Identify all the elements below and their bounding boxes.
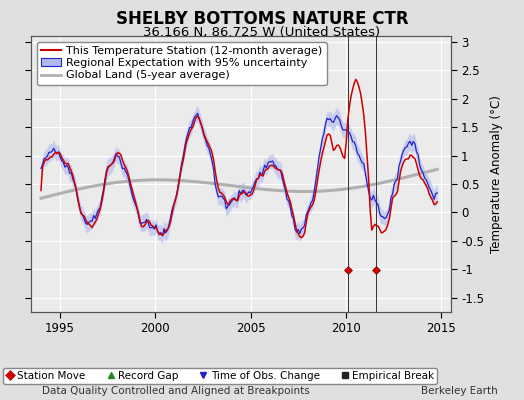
Text: 36.166 N, 86.725 W (United States): 36.166 N, 86.725 W (United States) [144, 26, 380, 39]
Text: Data Quality Controlled and Aligned at Breakpoints: Data Quality Controlled and Aligned at B… [42, 386, 310, 396]
Text: Berkeley Earth: Berkeley Earth [421, 386, 498, 396]
Y-axis label: Temperature Anomaly (°C): Temperature Anomaly (°C) [489, 95, 503, 253]
Legend: Station Move, Record Gap, Time of Obs. Change, Empirical Break: Station Move, Record Gap, Time of Obs. C… [3, 368, 437, 384]
Text: SHELBY BOTTOMS NATURE CTR: SHELBY BOTTOMS NATURE CTR [116, 10, 408, 28]
